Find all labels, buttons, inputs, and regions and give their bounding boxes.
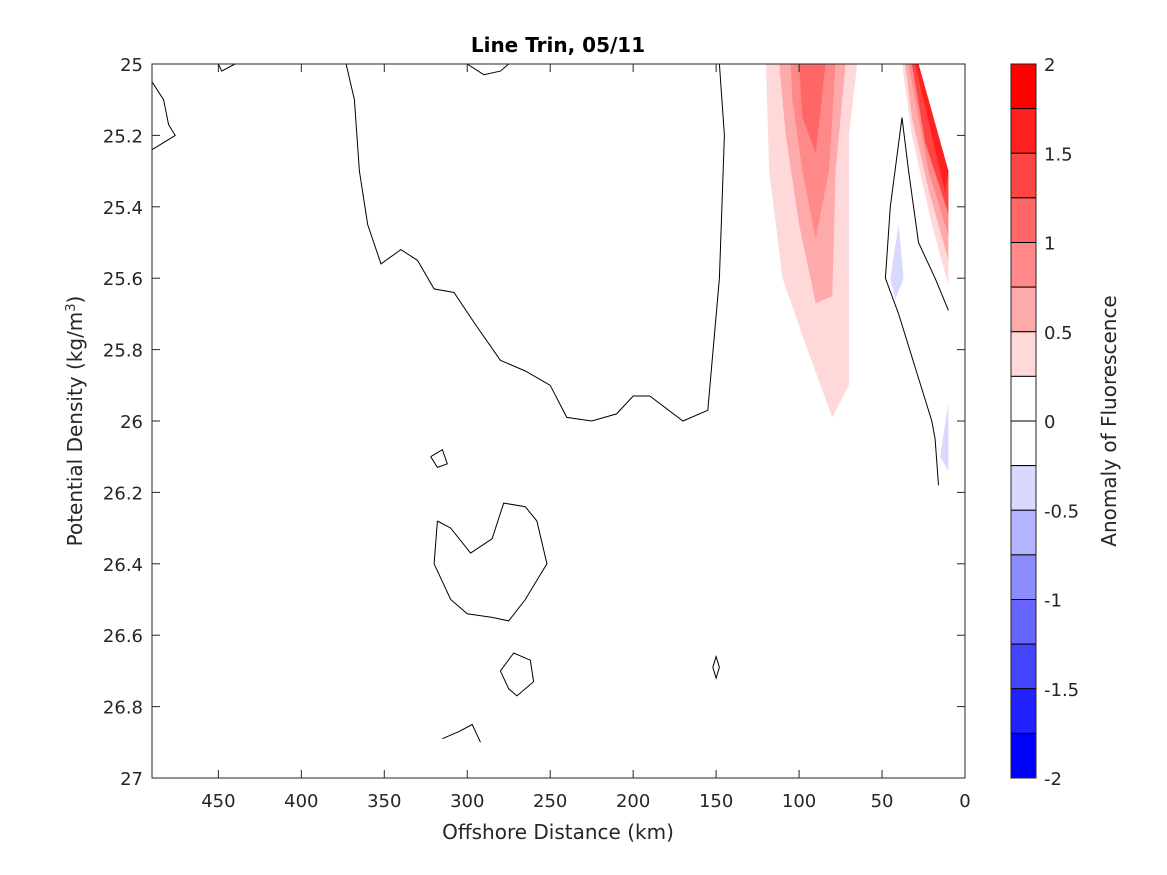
zero-contour-9 [884, 117, 939, 486]
x-tick-label: 450 [201, 791, 235, 812]
colorbar-swatch-5 [1010, 286, 1037, 333]
contour-fill-9 [890, 224, 904, 300]
y-tick-label: 25.8 [103, 341, 143, 362]
zero-contour-1 [217, 63, 236, 72]
colorbar-swatch-14 [1010, 688, 1037, 734]
chart-title: Line Trin, 05/11 [471, 33, 645, 57]
x-tick-label: 350 [367, 791, 401, 812]
y-tick-label: 25.2 [103, 126, 143, 147]
x-tick-label: 50 [871, 791, 894, 812]
x-tick-label: 150 [699, 791, 733, 812]
zero-contour-2 [345, 63, 725, 422]
y-axis-ticks: 25 25.2 25.4 25.6 25.8 26 26.2 26.4 26.6 26.8 27 [103, 55, 965, 790]
contour-fill-8 [915, 64, 949, 193]
colorbar-tick-label: 0 [1044, 412, 1055, 433]
contour-fill-7 [911, 64, 949, 214]
x-tick-label: 100 [782, 791, 816, 812]
colorbar-label: Anomaly of Fluorescence [1097, 295, 1121, 546]
x-axis-label: Offshore Distance (km) [442, 820, 674, 844]
colorbar-swatch-6 [1010, 331, 1037, 377]
colorbar-tick-label: 2 [1044, 55, 1055, 76]
colorbar-swatch-2 [1010, 152, 1037, 199]
y-tick-label: 26 [120, 412, 143, 433]
colorbar: 2 1.5 1 0.5 0 -0.5 -1 -1.5 -2 [1010, 55, 1079, 790]
colorbar-tick-label: 1 [1044, 234, 1055, 255]
zero-contour-7 [712, 654, 720, 680]
colorbar-swatch-7 [1010, 375, 1037, 422]
zero-contour-6 [499, 652, 535, 697]
colorbar-tick-label: -0.5 [1044, 501, 1079, 522]
colorbar-tick-label: 0.5 [1044, 323, 1073, 344]
colorbar-swatch-10 [1010, 509, 1037, 556]
zero-contour-5 [433, 502, 548, 622]
colorbar-swatch-3 [1010, 197, 1037, 243]
zero-contour-lines [151, 63, 949, 743]
y-tick-label: 25 [120, 55, 143, 76]
colorbar-tick-label: 1.5 [1044, 144, 1073, 165]
x-axis-ticks: 450 400 350 300 250 200 150 100 50 0 [201, 64, 971, 812]
filled-contours [765, 64, 949, 471]
colorbar-swatch-13 [1010, 643, 1037, 690]
y-axis-label: Potential Density (kg/m3) [63, 296, 87, 547]
zero-contour-8 [442, 723, 481, 743]
colorbar-swatch-11 [1010, 554, 1037, 600]
y-tick-label: 26.6 [103, 626, 143, 647]
zero-contour-10 [901, 117, 949, 311]
colorbar-swatch-12 [1010, 599, 1037, 645]
colorbar-swatch-15 [1010, 732, 1037, 779]
colorbar-swatch-4 [1010, 242, 1037, 288]
y-tick-label: 26.2 [103, 483, 143, 504]
colorbar-swatch-9 [1010, 465, 1037, 511]
y-tick-label: 25.4 [103, 198, 143, 219]
colorbar-tick-label: -1 [1044, 591, 1062, 612]
colorbar-swatch-8 [1010, 420, 1037, 467]
x-tick-label: 200 [616, 791, 650, 812]
zero-contour-0 [151, 81, 176, 151]
y-tick-label: 26.4 [103, 555, 143, 576]
zero-contour-4 [430, 448, 448, 469]
contour-fill-3 [799, 64, 826, 154]
x-tick-label: 0 [959, 791, 970, 812]
colorbar-swatch-1 [1010, 108, 1037, 154]
y-tick-label: 27 [120, 769, 143, 790]
y-tick-label: 25.6 [103, 269, 143, 290]
colorbar-tick-label: -2 [1044, 769, 1062, 790]
zero-contour-3 [466, 63, 510, 76]
x-tick-label: 400 [284, 791, 318, 812]
contour-fill-10 [940, 403, 949, 471]
colorbar-frame [1010, 63, 1037, 779]
colorbar-tick-label: -1.5 [1044, 680, 1079, 701]
x-tick-label: 250 [533, 791, 567, 812]
x-tick-label: 300 [450, 791, 484, 812]
y-tick-label: 26.8 [103, 698, 143, 719]
colorbar-swatch-0 [1010, 63, 1037, 110]
